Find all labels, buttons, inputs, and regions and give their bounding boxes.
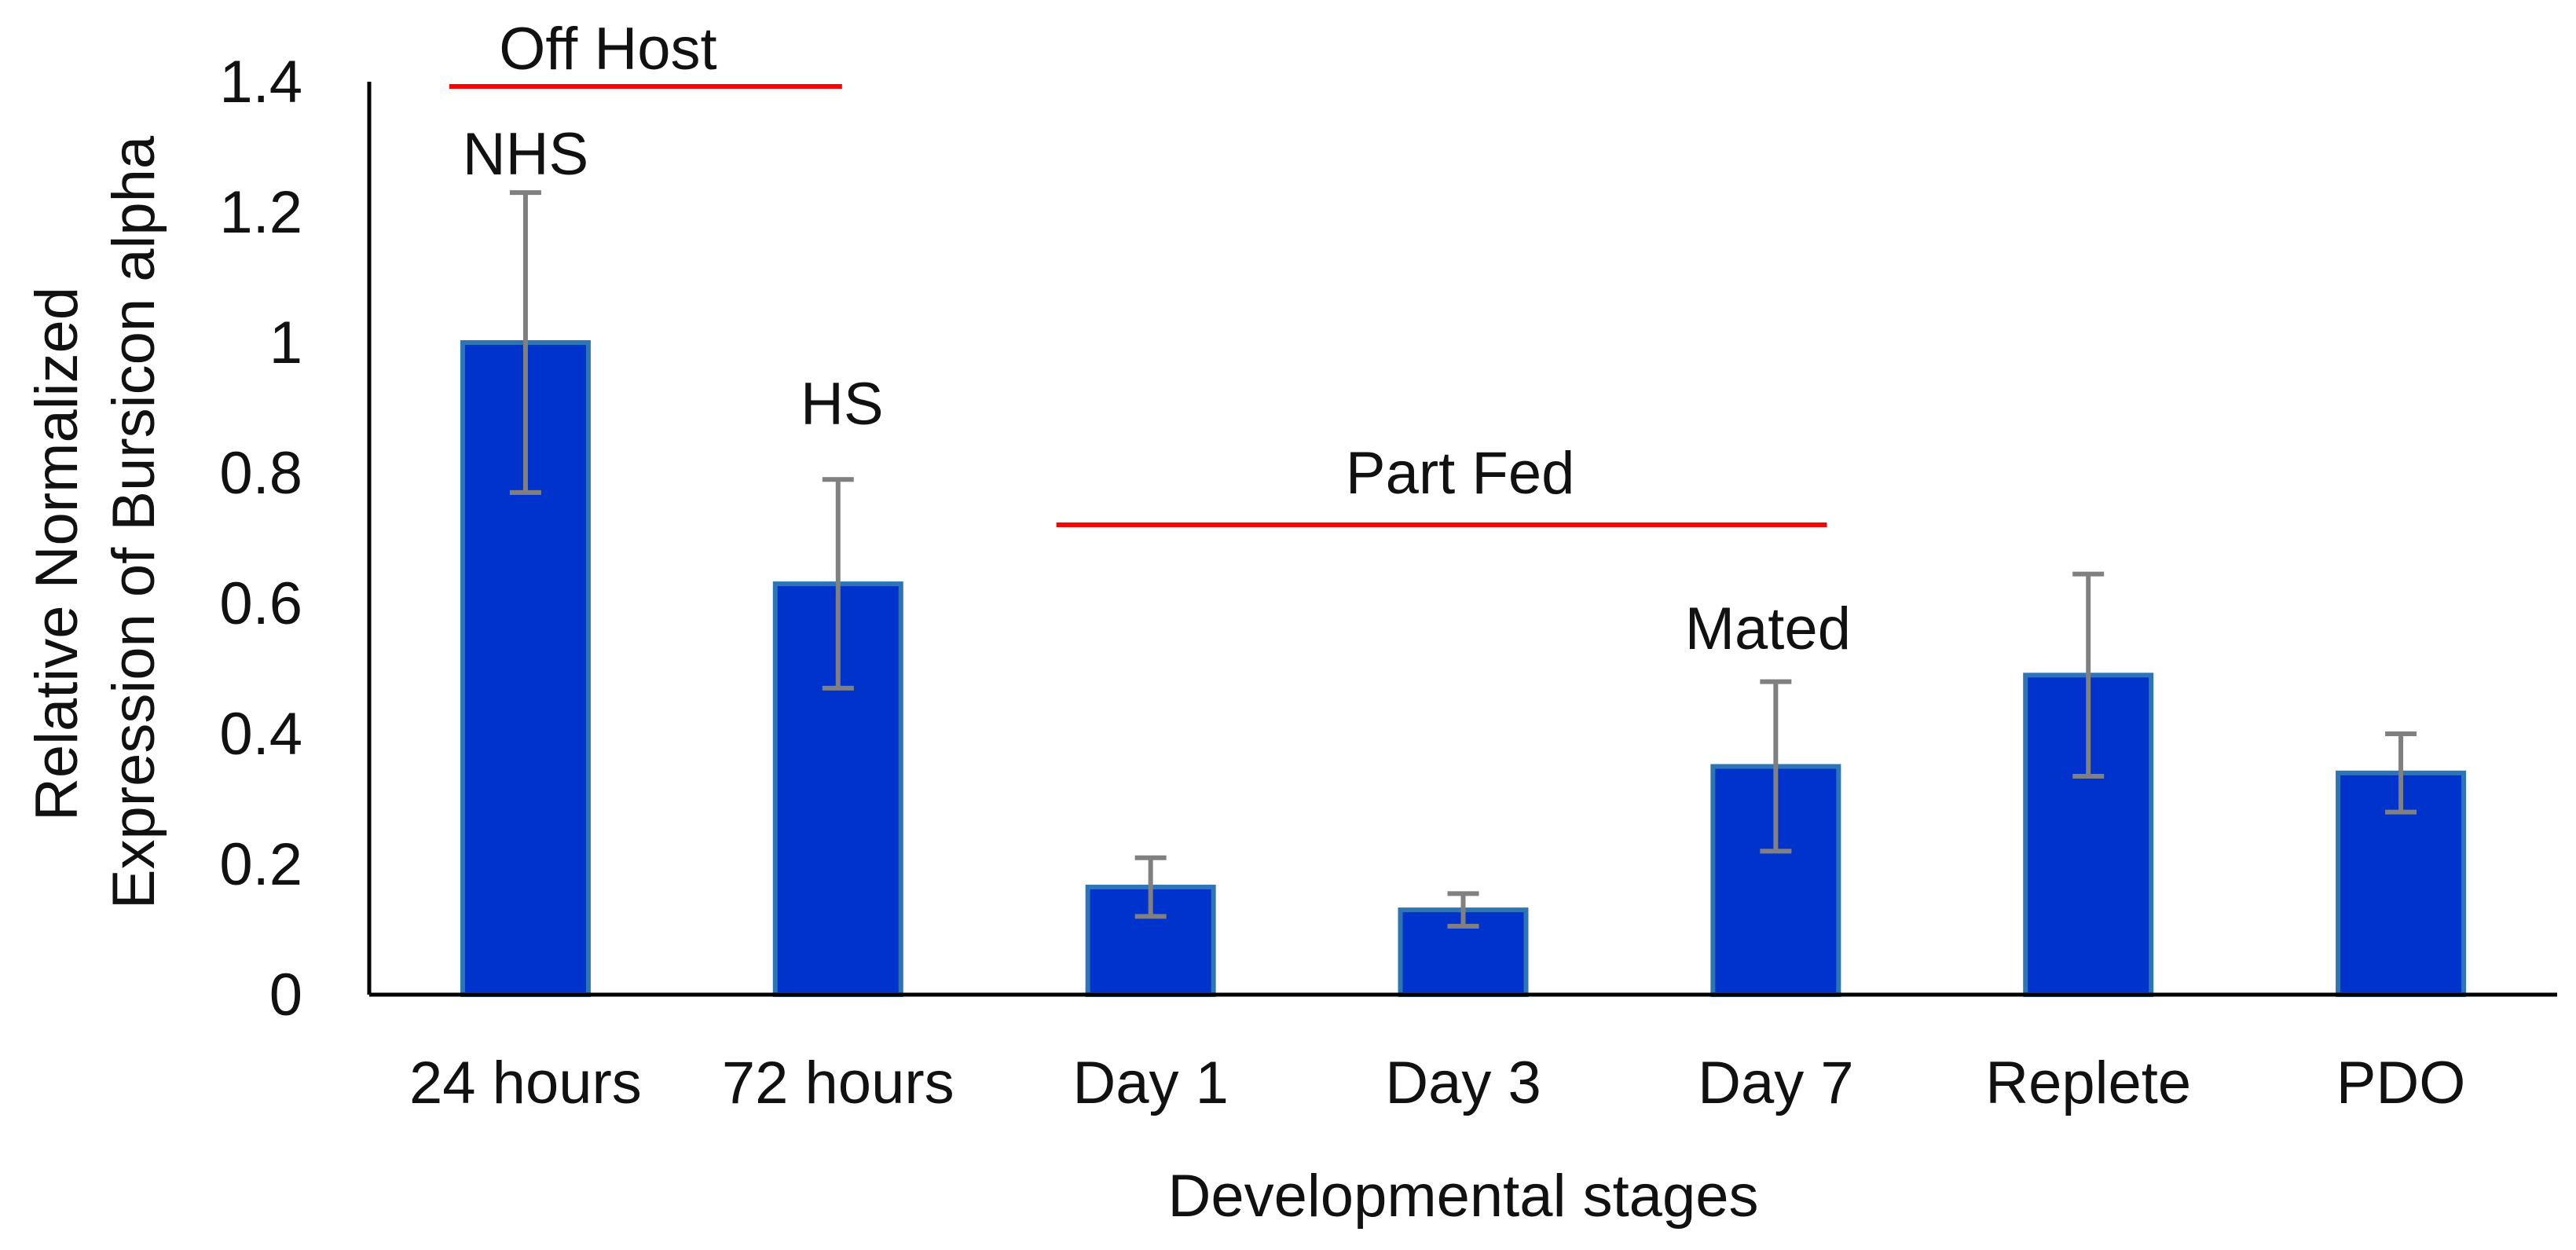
x-tick-label: 24 hours [409,1050,642,1116]
x-tick-labels: 24 hours 72 hours Day 1 Day 3 Day 7 Replete PD… [409,1050,2465,1116]
error-bar-replete [2072,571,2105,779]
x-tick-label: 72 hours [722,1050,955,1116]
y-tick-label: 0 [269,962,302,1028]
axes-group [367,82,2557,997]
mated-label: Mated [1685,596,1851,662]
y-tick-label: 0.4 [219,701,302,768]
part-fed-label: Part Fed [1346,440,1574,507]
x-tick-label: Day 1 [1072,1050,1229,1116]
y-tick-label: 1.4 [219,49,302,115]
x-tick-label: Day 3 [1385,1050,1541,1116]
y-tick-label: 1 [269,310,302,376]
y-axis-title-line-1: Relative Normalized [24,287,90,821]
y-tick-label: 0.2 [219,831,302,898]
x-tick-label: PDO [2336,1050,2466,1116]
y-tick-label: 0.6 [219,570,302,637]
x-tick-label: Replete [1985,1050,2191,1116]
error-bar-day-3 [1447,891,1479,929]
error-bars-group [509,190,2417,929]
y-axis-title-line-2: Expression of Bursicon alpha [101,135,167,909]
bar-day-3 [1398,907,1529,997]
y-axis-title: Relative Normalized Expression of Bursic… [24,135,167,909]
y-tick-label: 1.2 [219,179,302,246]
off-host-label: Off Host [499,16,716,82]
error-bar-pdo [2385,731,2417,815]
error-bar-72-hours [822,477,854,691]
nhs-label: NHS [463,121,588,188]
annotations-group: Off Host Part Fed NHS HS Mated [449,16,1851,662]
error-bar-day-1 [1134,855,1167,919]
error-bar-day-7 [1760,679,1792,854]
hs-label: HS [801,371,884,438]
error-bar-24-hours [509,190,541,495]
y-tick-labels: 0 0.2 0.4 0.6 0.8 1 1.2 1.4 [219,49,302,1028]
x-tick-label: Day 7 [1698,1050,1854,1116]
y-tick-label: 0.8 [219,440,302,507]
x-axis-title: Developmental stages [1168,1163,1759,1230]
